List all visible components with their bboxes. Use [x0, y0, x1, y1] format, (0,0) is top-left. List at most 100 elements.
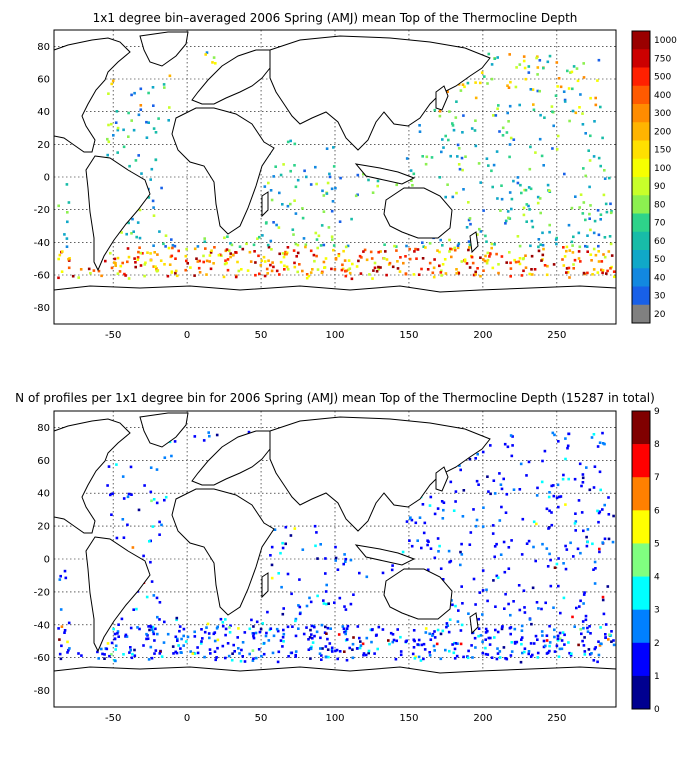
colorbar-label: 2 — [654, 639, 660, 649]
bin-cell — [260, 259, 264, 262]
bin-cell — [499, 553, 503, 556]
bin-cell — [473, 129, 477, 132]
bin-cell — [474, 96, 478, 100]
bin-cell — [597, 156, 601, 160]
bin-cell — [204, 53, 207, 56]
bin-cell — [455, 191, 458, 195]
bin-cell — [139, 264, 143, 267]
bin-cell — [527, 650, 531, 653]
bin-cell — [511, 435, 514, 438]
bin-cell — [107, 92, 110, 95]
bin-cell — [114, 648, 117, 651]
bin-cell — [454, 500, 457, 503]
bin-cell — [209, 652, 212, 655]
bin-cell — [154, 627, 157, 631]
bin-cell — [158, 652, 162, 655]
bin-cell — [476, 267, 479, 270]
bin-cell — [474, 81, 477, 84]
bin-cell — [455, 272, 458, 275]
bin-cell — [564, 503, 567, 506]
bin-cell — [561, 258, 564, 261]
bin-cell — [527, 186, 531, 189]
bin-cell — [609, 267, 612, 270]
bin-cell — [439, 567, 443, 570]
bin-cell — [399, 650, 403, 653]
bin-cell — [107, 140, 111, 144]
bin-cell — [272, 221, 275, 224]
bin-cell — [296, 270, 299, 274]
bin-cell — [281, 612, 285, 616]
bin-cell — [527, 539, 531, 543]
bin-cell — [262, 652, 266, 656]
bin-cell — [410, 518, 414, 522]
bin-cell — [448, 250, 451, 253]
bin-cell — [60, 270, 64, 273]
bin-cell — [150, 167, 154, 171]
bin-cell — [426, 268, 430, 271]
bin-cell — [558, 631, 562, 635]
bin-cell — [237, 627, 240, 630]
bin-cell — [474, 144, 478, 148]
bin-cell — [504, 222, 507, 225]
bin-cell — [340, 268, 344, 272]
bin-cell — [530, 622, 533, 626]
bin-cell — [191, 652, 195, 655]
bin-cell — [234, 275, 238, 279]
bin-cell — [237, 647, 240, 650]
bin-cell — [252, 632, 255, 635]
bin-cell — [152, 214, 156, 217]
bin-cell — [584, 614, 588, 618]
bin-cell — [508, 104, 512, 108]
bin-cell — [550, 484, 553, 488]
bin-cell — [523, 647, 527, 650]
bin-cell — [582, 626, 585, 630]
bin-cell — [535, 601, 539, 604]
bin-cell — [206, 622, 210, 626]
y-tick-label: 80 — [37, 42, 50, 53]
bin-cell — [470, 644, 473, 647]
bin-cell — [158, 533, 161, 536]
bin-cell — [294, 185, 298, 189]
bin-cell — [510, 650, 514, 653]
bin-cell — [610, 640, 613, 643]
bin-cell — [570, 240, 574, 244]
bin-cell — [130, 232, 133, 235]
bin-cell — [601, 442, 605, 445]
bin-cell — [155, 267, 158, 270]
colorbar-segment — [632, 477, 650, 511]
bin-cell — [376, 179, 380, 183]
bin-cell — [395, 183, 398, 187]
bin-cell — [572, 263, 575, 266]
bin-cell — [285, 252, 288, 256]
y-tick-label: -60 — [34, 653, 50, 664]
bin-cell — [603, 537, 607, 541]
bin-cell — [106, 484, 109, 487]
bin-cell — [126, 495, 130, 499]
bin-cell — [453, 657, 457, 660]
bin-cell — [112, 134, 115, 137]
bin-cell — [527, 204, 530, 208]
bin-cell — [555, 236, 558, 240]
bin-cell — [116, 272, 120, 275]
bin-cell — [129, 626, 133, 630]
bin-cell — [478, 591, 482, 594]
bin-cell — [542, 164, 545, 167]
bin-cell — [573, 477, 577, 481]
bin-cell — [151, 625, 155, 629]
landmass-antarctica — [53, 666, 617, 708]
bin-cell — [252, 657, 255, 660]
bin-cell — [344, 245, 348, 249]
bin-cell — [569, 654, 573, 657]
bin-cell — [158, 618, 161, 621]
bin-cell — [202, 254, 205, 258]
bin-cell — [459, 468, 462, 472]
bin-cell — [343, 259, 347, 262]
bin-cell — [567, 266, 571, 270]
bin-cell — [193, 630, 196, 634]
bin-cell — [520, 629, 524, 632]
bin-cell — [276, 660, 280, 664]
bin-cell — [108, 654, 111, 658]
bin-cell — [294, 634, 298, 638]
bin-cell — [369, 250, 373, 254]
bin-cell — [508, 155, 511, 159]
